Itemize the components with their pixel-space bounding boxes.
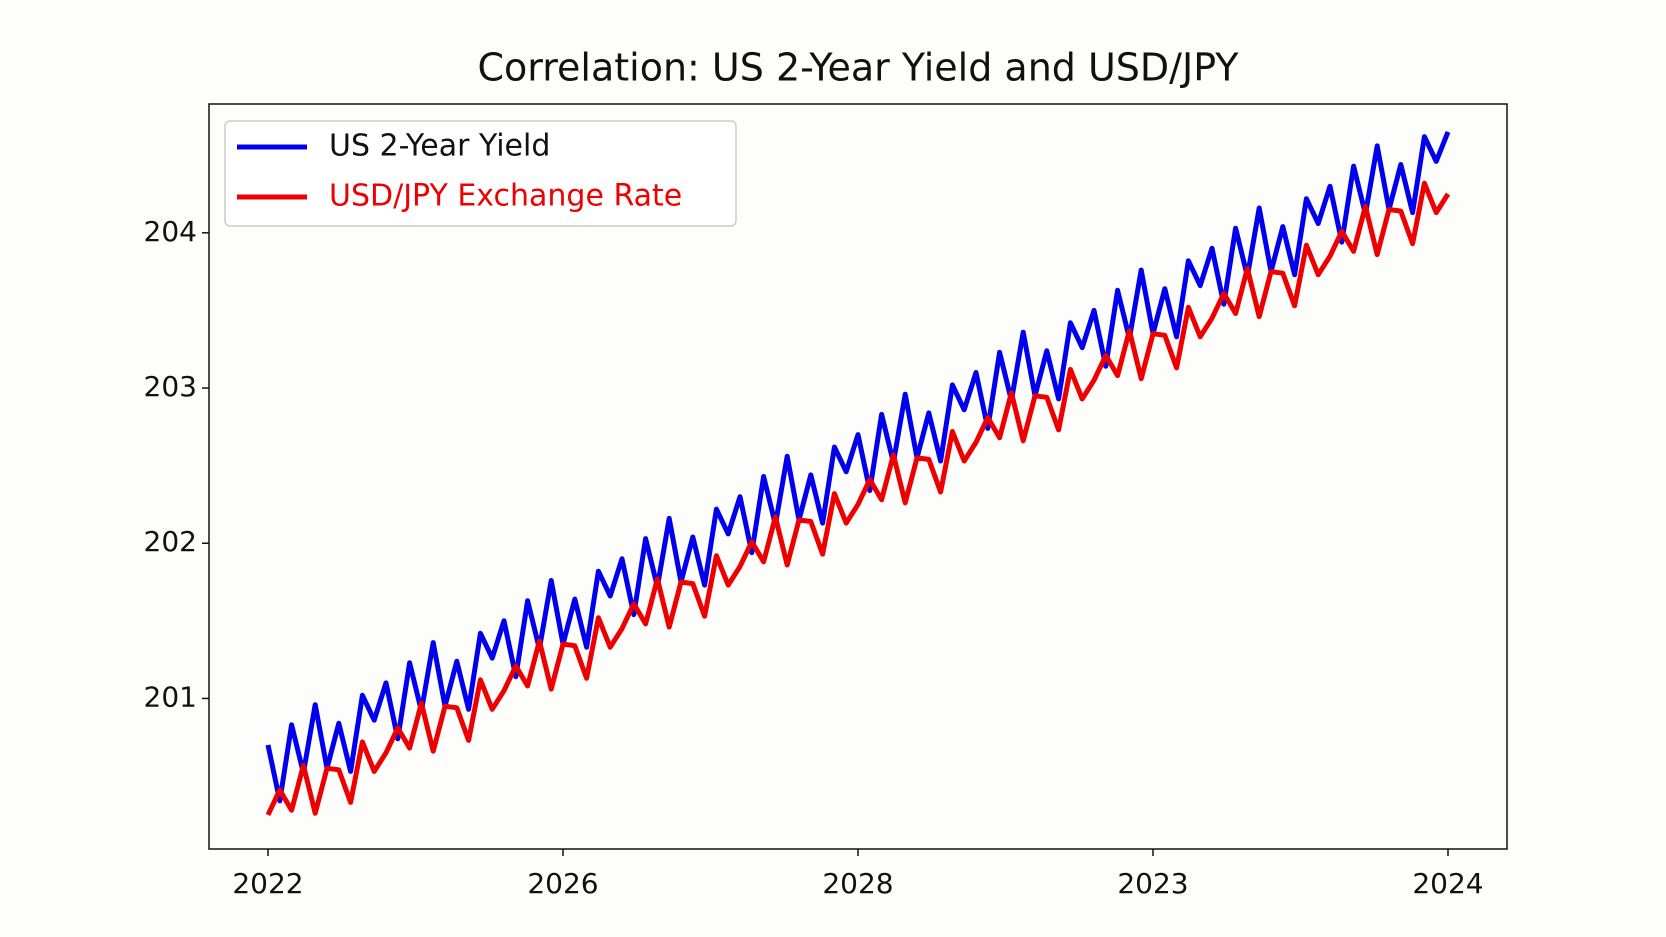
y-tick-label: 203: [144, 370, 197, 403]
series-line: [265, 180, 1451, 816]
y-tick-label: 202: [144, 525, 197, 558]
legend-label: US 2-Year Yield: [329, 129, 550, 164]
x-tick-label: 2022: [232, 867, 303, 900]
plot-frame: [208, 103, 1508, 850]
y-tick-label: 201: [144, 680, 197, 713]
y-tick-label: 204: [144, 215, 197, 248]
legend-box: [224, 120, 737, 227]
x-tick-label: 2028: [822, 867, 893, 900]
legend-label: USD/JPY Exchange Rate: [329, 179, 682, 214]
series-line: [265, 130, 1451, 804]
x-tick-label: 2026: [527, 867, 598, 900]
chart-title: Correlation: US 2-Year Yield and USD/JPY: [478, 46, 1240, 90]
x-tick-label: 2024: [1412, 867, 1483, 900]
x-tick-label: 2023: [1117, 867, 1188, 900]
